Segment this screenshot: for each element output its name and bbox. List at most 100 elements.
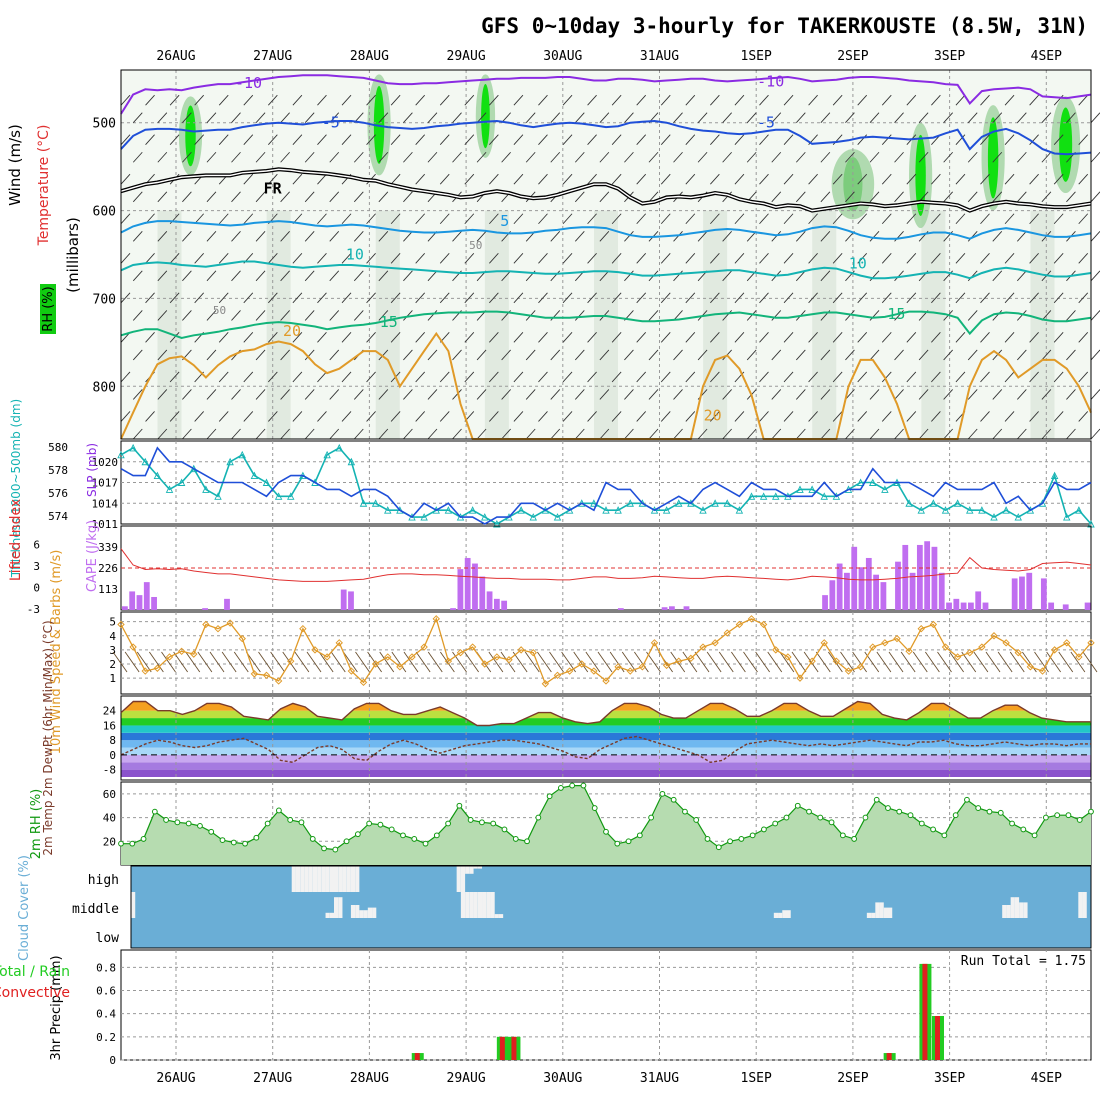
wind-barb bbox=[538, 292, 548, 304]
wind-barb bbox=[366, 252, 376, 264]
wind-barb bbox=[759, 173, 769, 185]
cloud-middle-bar bbox=[473, 892, 478, 918]
wind-barb bbox=[599, 389, 610, 400]
lifted-index-tick: 0 bbox=[33, 582, 40, 595]
wind-speed-marker bbox=[638, 663, 647, 671]
rh-marker bbox=[964, 796, 970, 803]
wind-barb bbox=[820, 191, 831, 203]
wind-barb bbox=[685, 213, 696, 225]
thickness-tick: 574 bbox=[48, 510, 68, 523]
rh-marker bbox=[456, 802, 463, 809]
surface-wind-barb bbox=[355, 651, 370, 673]
wind-barb bbox=[1090, 112, 1100, 124]
wind-barb bbox=[1041, 428, 1052, 440]
wind-barb bbox=[967, 389, 978, 400]
wind-barb bbox=[881, 173, 892, 185]
wind-barb bbox=[415, 252, 426, 264]
wind-barb bbox=[427, 112, 438, 124]
wind-barb bbox=[489, 292, 499, 304]
cape-bar bbox=[129, 591, 136, 610]
wind-barb bbox=[992, 151, 1003, 163]
wind-barb bbox=[132, 231, 143, 242]
wind-barb bbox=[820, 151, 831, 163]
surface-wind-barb bbox=[452, 651, 467, 673]
wind-speed-marker bbox=[335, 639, 343, 647]
wind-barb bbox=[489, 213, 499, 225]
rh-marker bbox=[659, 790, 666, 797]
wind-barb bbox=[231, 389, 241, 400]
wind-barb bbox=[783, 213, 794, 225]
wind-barb bbox=[1090, 231, 1100, 242]
wind-barb bbox=[574, 231, 585, 242]
wind-barb bbox=[157, 112, 168, 124]
thickness-marker bbox=[820, 492, 828, 500]
wind-barb bbox=[538, 134, 548, 145]
surface-wind-barb bbox=[209, 651, 225, 673]
rh-marker bbox=[388, 826, 395, 833]
date-label-bottom: 31AUG bbox=[640, 1071, 679, 1086]
wind-barb bbox=[366, 411, 376, 422]
cloud-middle-bar bbox=[367, 907, 373, 918]
wind-speed-marker bbox=[432, 615, 440, 623]
wind-speed-marker bbox=[202, 620, 210, 629]
wind-barb bbox=[366, 134, 376, 145]
wind-barb bbox=[1066, 310, 1076, 321]
cloud-level-label: high bbox=[88, 873, 119, 888]
wind-barb bbox=[1066, 191, 1076, 203]
surface-wind-barb bbox=[391, 651, 407, 673]
surface-wind-barb bbox=[731, 651, 746, 673]
cloud-high-bar bbox=[456, 866, 461, 892]
rh-tick: 60 bbox=[103, 788, 116, 801]
wind-barb bbox=[710, 411, 720, 422]
wind-speed-marker bbox=[408, 653, 416, 661]
wind-barb bbox=[501, 428, 511, 440]
wind-barb bbox=[1041, 151, 1052, 163]
wind-barb bbox=[1066, 112, 1076, 124]
thickness-marker bbox=[881, 485, 889, 493]
cloud-level-label: middle bbox=[72, 902, 119, 917]
wind-speed-marker bbox=[190, 650, 198, 658]
precip-tick: 0 bbox=[109, 1054, 116, 1067]
wind-barb bbox=[648, 151, 659, 163]
wind-barb bbox=[685, 252, 696, 264]
rh-marker bbox=[129, 840, 136, 847]
wind-barb bbox=[1078, 371, 1089, 383]
rh-marker bbox=[366, 820, 373, 827]
wind-speed-marker bbox=[929, 620, 938, 629]
cape-bar bbox=[136, 595, 143, 610]
wind-barb bbox=[439, 252, 450, 264]
wind-speed-marker bbox=[299, 624, 307, 633]
wind-barb bbox=[894, 112, 904, 124]
axis-label-temperature: Temperature (°C) bbox=[36, 125, 52, 247]
axis-label-wind-speed: 10m Wind Speed & Barbs (m/s) bbox=[49, 550, 64, 755]
wind-barb bbox=[967, 428, 978, 440]
wind-barb bbox=[501, 349, 511, 361]
wind-barb bbox=[611, 94, 622, 106]
wind-barb bbox=[452, 112, 462, 124]
wind-barb bbox=[992, 310, 1003, 321]
surface-wind-barb bbox=[1058, 651, 1074, 673]
cape-bar bbox=[1019, 576, 1025, 610]
wind-barb bbox=[660, 213, 671, 225]
wind-barb bbox=[820, 270, 831, 282]
wind-speed-marker bbox=[735, 620, 744, 629]
wind-speed-marker bbox=[747, 615, 756, 623]
wind-barb bbox=[169, 411, 180, 422]
surface-wind-barb bbox=[524, 651, 540, 673]
wind-barb bbox=[489, 134, 499, 145]
wind-speed-marker bbox=[456, 648, 465, 657]
cape-bar bbox=[668, 606, 675, 610]
slp-tick: 1014 bbox=[92, 497, 119, 510]
wind-barb bbox=[292, 134, 303, 145]
surface-wind-barb bbox=[1070, 651, 1086, 673]
cape-bar bbox=[851, 546, 858, 610]
wind-barb bbox=[660, 94, 671, 106]
surface-wind-barb bbox=[464, 651, 479, 673]
wind-barb bbox=[673, 270, 683, 282]
wind-barb bbox=[476, 112, 487, 124]
wind-barb bbox=[476, 389, 487, 400]
wind-barb bbox=[1090, 191, 1100, 203]
cape-bar bbox=[968, 602, 974, 610]
rh-marker bbox=[907, 812, 914, 819]
